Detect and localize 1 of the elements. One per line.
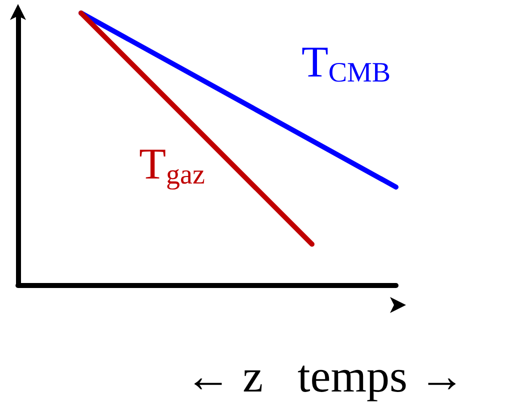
x-axis-title: ← z temps →: [185, 350, 465, 402]
